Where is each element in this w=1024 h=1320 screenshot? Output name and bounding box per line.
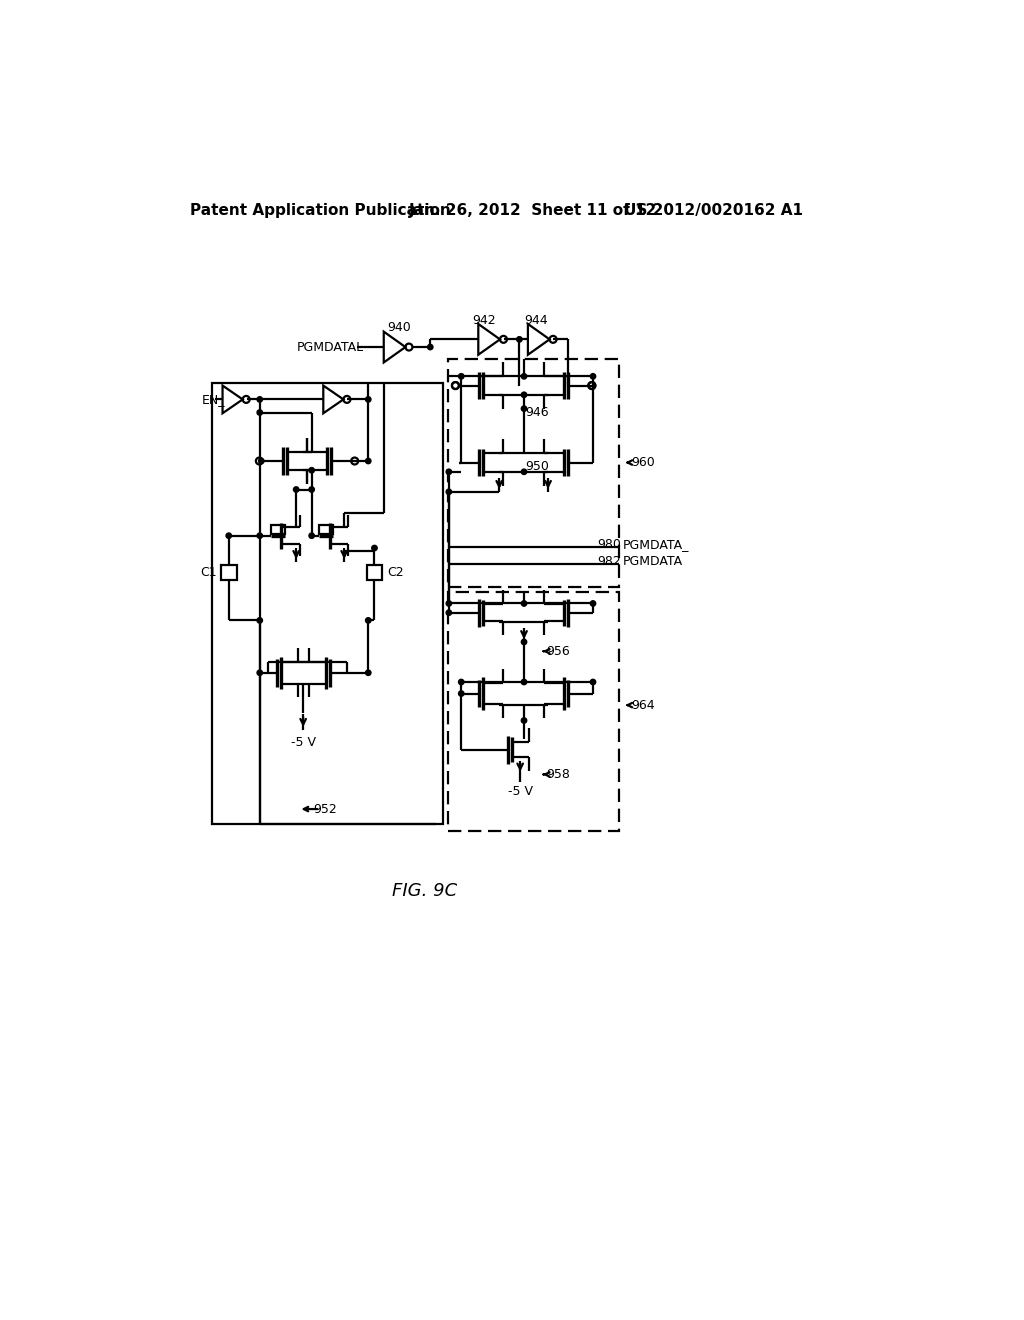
Circle shape	[309, 487, 314, 492]
Circle shape	[521, 407, 526, 412]
Text: -5 V: -5 V	[291, 735, 315, 748]
Circle shape	[446, 490, 452, 495]
Circle shape	[294, 487, 299, 492]
Text: 960: 960	[632, 455, 655, 469]
Text: PGMDATAL: PGMDATAL	[297, 341, 365, 354]
Text: C2: C2	[388, 566, 404, 579]
Circle shape	[257, 409, 262, 416]
Text: 980: 980	[597, 539, 621, 552]
Circle shape	[521, 639, 526, 644]
Circle shape	[590, 601, 596, 606]
Circle shape	[459, 690, 464, 696]
Circle shape	[257, 671, 262, 676]
Circle shape	[366, 458, 371, 463]
Circle shape	[366, 671, 371, 676]
Text: 958: 958	[547, 768, 570, 781]
Bar	[221, 565, 237, 581]
Bar	[367, 565, 382, 581]
Text: 952: 952	[313, 803, 338, 816]
Circle shape	[521, 392, 526, 397]
Bar	[449, 359, 618, 587]
Circle shape	[521, 374, 526, 379]
Circle shape	[521, 601, 526, 606]
Circle shape	[309, 467, 314, 473]
Bar	[270, 525, 285, 535]
Circle shape	[309, 533, 314, 539]
Text: -5 V: -5 V	[508, 785, 532, 797]
Circle shape	[459, 374, 464, 379]
Circle shape	[366, 397, 371, 403]
Text: 950: 950	[524, 459, 549, 473]
Text: C1: C1	[201, 566, 217, 579]
Circle shape	[372, 545, 377, 550]
Circle shape	[366, 618, 371, 623]
Text: 956: 956	[547, 644, 570, 657]
Circle shape	[590, 374, 596, 379]
Circle shape	[590, 680, 596, 685]
Text: Patent Application Publication: Patent Application Publication	[190, 203, 451, 218]
Text: 942: 942	[473, 314, 497, 326]
Bar	[449, 591, 618, 830]
Text: 964: 964	[632, 698, 655, 711]
Circle shape	[226, 533, 231, 539]
Circle shape	[446, 601, 452, 606]
Text: FIG. 9C: FIG. 9C	[391, 883, 457, 900]
Text: PGMDATA_: PGMDATA_	[624, 539, 689, 552]
Circle shape	[446, 469, 452, 474]
Text: EN_: EN_	[202, 393, 225, 407]
Circle shape	[521, 469, 526, 474]
Text: Jan. 26, 2012  Sheet 11 of 12: Jan. 26, 2012 Sheet 11 of 12	[409, 203, 656, 218]
Text: 946: 946	[524, 407, 549, 418]
Circle shape	[428, 345, 433, 350]
Bar	[318, 525, 333, 535]
Circle shape	[446, 610, 452, 615]
Circle shape	[517, 337, 522, 342]
Text: 982: 982	[597, 556, 621, 569]
Circle shape	[259, 458, 264, 463]
Circle shape	[257, 533, 262, 539]
Text: US 2012/0020162 A1: US 2012/0020162 A1	[624, 203, 803, 218]
Circle shape	[257, 618, 262, 623]
Bar	[212, 383, 442, 824]
Text: 940: 940	[387, 321, 411, 334]
Circle shape	[257, 397, 262, 403]
Circle shape	[521, 718, 526, 723]
Circle shape	[459, 680, 464, 685]
Text: PGMDATA: PGMDATA	[624, 556, 683, 569]
Circle shape	[521, 680, 526, 685]
Text: 944: 944	[524, 314, 548, 326]
